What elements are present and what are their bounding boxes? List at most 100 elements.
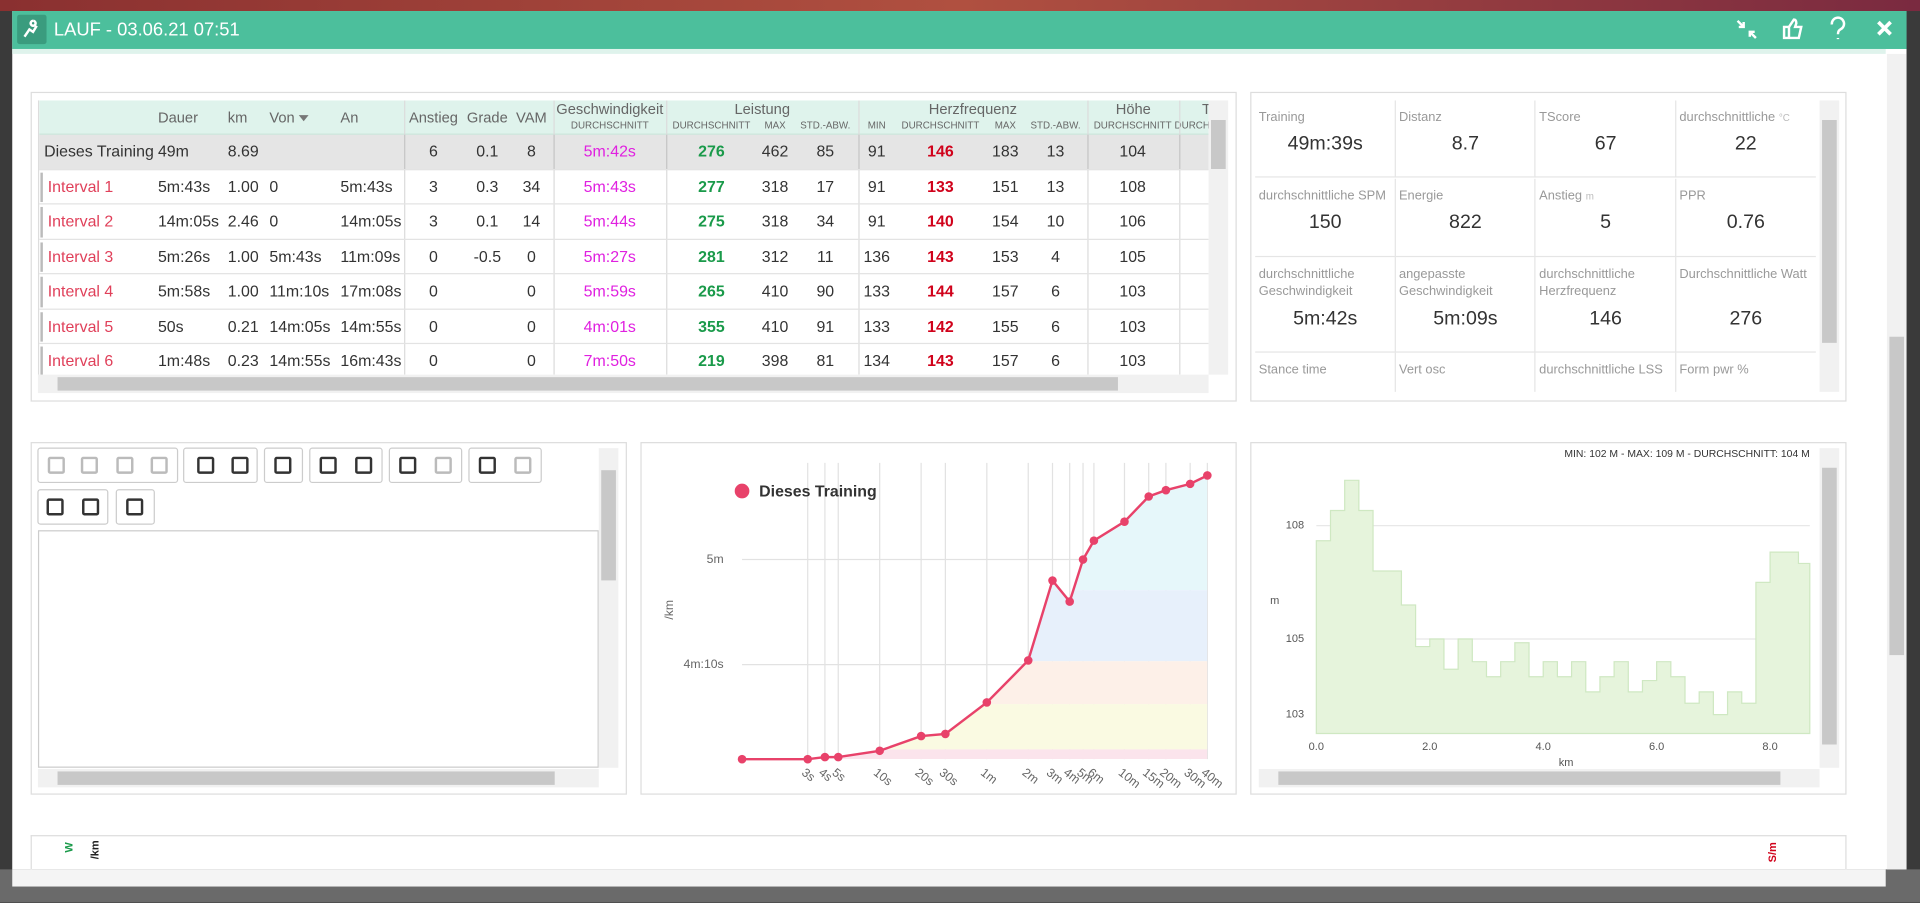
table-cell: 0.1 — [476, 211, 499, 231]
stat-value: 67 — [1594, 133, 1617, 155]
sub-header: DURCHSCHNITT — [901, 120, 980, 132]
sub-header: DURCHSCHNITT — [1093, 120, 1172, 132]
column-header[interactable]: Anstieg — [408, 108, 458, 127]
stat-label: Stance time — [1259, 361, 1391, 378]
stat-cell: Form pwr % — [1676, 353, 1816, 392]
table-cell: 155 — [992, 316, 1019, 335]
stat-value: 0.76 — [1726, 211, 1765, 233]
data-point — [803, 754, 813, 764]
scroll-thumb[interactable] — [1822, 467, 1837, 745]
y-tick-label: 108 — [1286, 520, 1304, 532]
toolbar-button[interactable] — [126, 498, 144, 516]
column-header[interactable]: Von — [269, 108, 295, 127]
stats-scroll[interactable] — [1819, 100, 1840, 392]
scroll-thumb[interactable] — [57, 377, 1118, 391]
stat-label: durchschnittliche Herzfrequenz — [1539, 266, 1671, 300]
table-hscroll[interactable] — [37, 374, 1209, 394]
altitude-vscroll[interactable] — [1819, 448, 1840, 768]
y-tick-label: 4m:10s — [684, 657, 724, 671]
toolbar-button[interactable] — [116, 456, 134, 474]
table-cell: 85 — [816, 142, 835, 161]
table-cell: 1.00 — [227, 281, 259, 300]
toolbar-button[interactable] — [434, 456, 452, 474]
table-row[interactable] — [39, 274, 1209, 310]
editor-vscroll[interactable] — [598, 448, 619, 768]
row-name: Interval 3 — [47, 246, 114, 266]
toolbar-button[interactable] — [150, 456, 168, 474]
stat-cell: angepasste Geschwindigkeit 5m:09s — [1395, 257, 1536, 353]
table-cell: 14m:05s — [269, 316, 331, 335]
table-row[interactable] — [39, 239, 1209, 275]
x-tick-label: 4.0 — [1536, 741, 1551, 753]
group-header: Herzfrequenz — [928, 100, 1017, 118]
stat-cell: Durchschnittliche Watt 276 — [1675, 257, 1816, 353]
table-cell: 5m:44s — [583, 211, 636, 231]
stat-label-text: durchschnittliche — [1679, 110, 1776, 125]
toolbar-button[interactable] — [197, 456, 215, 474]
x-tick-label: 3s — [799, 765, 818, 784]
header-icons — [23, 16, 1892, 40]
stat-label: Durchschnittliche Watt — [1679, 266, 1811, 283]
toolbar-button[interactable] — [82, 498, 100, 516]
like-icon[interactable] — [1782, 18, 1803, 40]
table-cell: 183 — [992, 142, 1019, 161]
table-row[interactable] — [39, 134, 1209, 170]
stat-cell: durchschnittliche Herzfrequenz 146 — [1535, 257, 1676, 353]
scrollbar[interactable] — [1886, 53, 1907, 870]
table-row[interactable] — [39, 309, 1209, 345]
toolbar-button[interactable] — [355, 456, 373, 474]
altitude-hscroll[interactable] — [1258, 768, 1820, 788]
table-vscroll[interactable] — [1208, 100, 1229, 375]
pace-zone — [742, 661, 1208, 705]
column-header[interactable]: km — [227, 108, 248, 127]
scroll-thumb[interactable] — [1889, 336, 1905, 656]
scroll-thumb[interactable] — [1278, 771, 1781, 785]
editor-area[interactable] — [37, 530, 599, 768]
toolbar-button[interactable] — [319, 456, 337, 474]
modal-hscroll[interactable] — [12, 869, 1886, 887]
x-tick-label: 10m — [1116, 765, 1143, 791]
legend-label[interactable]: Dieses Training — [759, 483, 877, 500]
data-point — [1065, 597, 1074, 606]
scroll-thumb[interactable] — [1822, 120, 1837, 343]
row-marker — [40, 241, 43, 272]
minimize-icon[interactable] — [1736, 19, 1757, 39]
toolbar-button[interactable] — [46, 498, 64, 516]
stat-value: 146 — [1589, 308, 1622, 330]
table-cell: 16m:43s — [340, 351, 402, 370]
scroll-thumb[interactable] — [1211, 120, 1226, 169]
column-header[interactable]: Grade — [466, 108, 508, 127]
x-tick-label: 10s — [871, 765, 895, 788]
close-icon[interactable] — [1877, 20, 1892, 36]
table-cell: 318 — [761, 211, 789, 231]
stat-cell: Training 49m:39s — [1255, 100, 1396, 178]
column-header[interactable]: VAM — [516, 108, 547, 127]
toolbar-button[interactable] — [274, 456, 292, 474]
table-cell: 11m:10s — [269, 281, 330, 300]
column-header[interactable]: An — [340, 108, 359, 127]
table-cell: 5m:26s — [157, 246, 211, 266]
stat-label: durchschnittliche SPM — [1259, 187, 1391, 204]
toolbar-button[interactable] — [80, 456, 98, 474]
column-header[interactable]: Dauer — [157, 108, 198, 127]
table-cell: 142 — [927, 316, 954, 335]
x-tick-label: 20s — [912, 765, 936, 788]
toolbar-button[interactable] — [514, 456, 532, 474]
table-row[interactable] — [39, 204, 1209, 240]
help-icon[interactable] — [1830, 16, 1846, 40]
editor-hscroll[interactable] — [37, 768, 599, 788]
toolbar-button[interactable] — [47, 456, 65, 474]
row-marker — [40, 346, 43, 375]
toolbar-button[interactable] — [399, 456, 417, 474]
scroll-thumb[interactable] — [57, 771, 555, 785]
table-cell: 103 — [1119, 351, 1146, 370]
toolbar-button[interactable] — [478, 456, 496, 474]
stat-value: 5m:42s — [1293, 308, 1358, 330]
pace-zone — [742, 590, 1208, 662]
table-cell: 398 — [761, 351, 789, 370]
toolbar-button[interactable] — [231, 456, 249, 474]
table-row[interactable] — [39, 170, 1209, 205]
table-cell: 5m:43s — [157, 176, 211, 196]
scroll-thumb[interactable] — [601, 470, 616, 581]
